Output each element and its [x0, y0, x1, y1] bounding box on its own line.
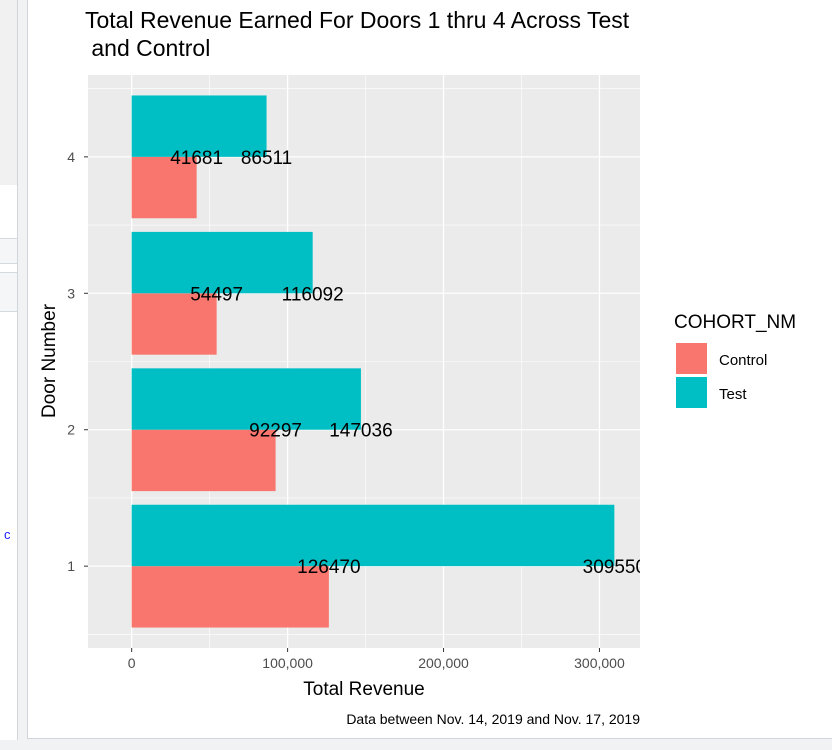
legend-label-control: Control: [719, 352, 767, 369]
legend-title: COHORT_NM: [674, 312, 796, 333]
caption: Data between Nov. 14, 2019 and Nov. 17, …: [346, 711, 640, 727]
bar-control-door-2: [131, 429, 276, 492]
y-tick-label: 2: [67, 422, 75, 438]
legend-swatch-test: [676, 377, 707, 408]
x-tick-label: 0: [128, 655, 136, 671]
x-tick-label: 100,000: [262, 655, 313, 671]
bar-control-door-3: [131, 293, 217, 355]
x-tick-label: 200,000: [418, 655, 469, 671]
left-pane-top: [0, 0, 17, 185]
y-tick-label: 3: [67, 285, 75, 301]
data-label-control: 54497: [190, 284, 243, 305]
y-axis-label: Door Number: [39, 303, 60, 418]
bar-test-door-4: [131, 95, 267, 157]
legend-label-test: Test: [719, 386, 747, 403]
data-label-control: 41681: [170, 148, 223, 169]
data-label-test: 147036: [329, 421, 392, 442]
x-tick-label: 300,000: [574, 655, 625, 671]
legend-swatch-control: [676, 343, 707, 374]
bar-control-door-1: [131, 566, 329, 628]
chart-title-line1: Total Revenue Earned For Doors 1 thru 4 …: [85, 7, 630, 33]
data-label-test: 309550: [583, 557, 646, 578]
y-tick-label: 4: [67, 149, 75, 165]
data-label-test: 86511: [241, 148, 292, 169]
left-pane: c: [0, 0, 18, 740]
chart-title-line2: and Control: [85, 35, 210, 61]
pane-toolbar[interactable]: [0, 272, 17, 312]
y-tick-label: 1: [67, 558, 75, 574]
code-fragment: c: [4, 527, 11, 542]
x-axis-label: Total Revenue: [303, 679, 424, 700]
bar-test-door-3: [131, 231, 313, 294]
data-label-test: 116092: [282, 284, 344, 305]
bar-test-door-1: [131, 504, 615, 567]
data-label-control: 126470: [297, 557, 360, 578]
bar-control-door-4: [131, 156, 197, 219]
bar-test-door-2: [131, 368, 361, 430]
data-label-control: 92297: [249, 421, 302, 442]
pane-resize-control[interactable]: [0, 238, 17, 264]
